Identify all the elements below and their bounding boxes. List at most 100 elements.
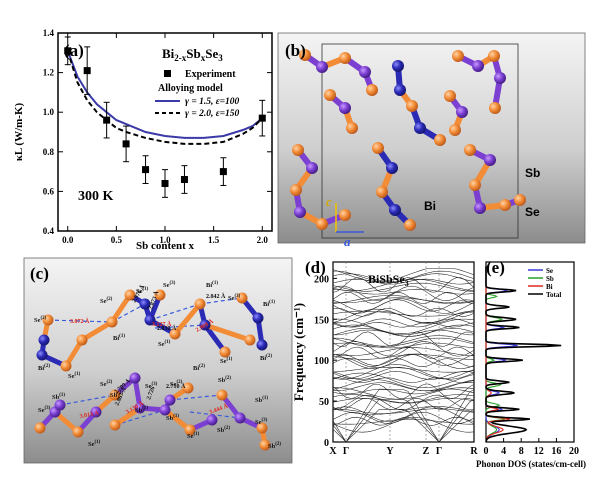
atom-label: Sb(2) (110, 391, 123, 399)
atom-symbol: Se (68, 373, 75, 380)
atom-label: Se(1) (68, 372, 81, 380)
atom-site-index: (1) (59, 393, 65, 398)
atom-site-index: (3) (235, 294, 241, 299)
panel-c-background (23, 257, 293, 464)
structure-c (34, 289, 271, 451)
atom-label-se: Se (525, 205, 540, 219)
atom-symbol: Sb (255, 397, 263, 404)
panel-b: (b) Bi Sb Se c a (277, 32, 586, 249)
formula-end: Se (205, 46, 218, 61)
y-tick-label: 150 (314, 315, 329, 326)
legend-label: Se (546, 267, 553, 275)
phonon-band (332, 406, 475, 415)
atom-label: Se(1) (187, 432, 200, 440)
atom-site-index: (2) (107, 297, 113, 302)
phonon-band (332, 318, 475, 328)
phonon-band (332, 342, 475, 349)
phonon-band (332, 291, 475, 304)
y-tick-label: 0 (324, 438, 329, 449)
panel-d-ylabel: Frequency (cm⁻¹) (291, 303, 306, 401)
panel-d-compound: BiSbSe3 (368, 272, 409, 288)
atom-label: Bi(2) (193, 364, 205, 372)
y-tick-label: 50 (319, 397, 329, 408)
experiment-point (103, 116, 111, 124)
compound-name: BiSbSe (368, 272, 405, 286)
experiment-point (258, 114, 266, 122)
phonon-band (332, 371, 475, 380)
atom-label: Bi(2) (260, 354, 272, 362)
atom-symbol: Bi (206, 282, 212, 289)
x-tick-label: 1.0 (159, 235, 171, 245)
phonon-band (332, 383, 475, 399)
panel-c-label: (c) (30, 264, 49, 283)
experiment-point (83, 67, 91, 75)
atom-label: Bi(1) (113, 334, 125, 342)
legend-model-title: Alloying model (158, 83, 223, 94)
atom-site-index: (1) (212, 281, 218, 286)
phonon-band (332, 398, 475, 404)
atom-symbol: Bi (260, 355, 266, 362)
atom-label: Se(2) (100, 297, 113, 305)
legend-model1-label: γ = 1.5, ε=100 (185, 97, 240, 107)
atom-symbol: Se (100, 298, 107, 305)
chain-mid-left (324, 89, 358, 134)
atom-symbol: Se (220, 358, 227, 365)
phonon-band (332, 277, 475, 293)
phonon-band (332, 308, 475, 325)
atom-site-index: (1) (143, 287, 149, 292)
chain-lower-right (464, 144, 526, 214)
y-tick-label: 1.4 (43, 28, 55, 38)
atom-symbol: Se (100, 381, 107, 388)
legend-label: Bi (546, 283, 553, 291)
x-tick-label: 0.0 (62, 235, 74, 245)
x-tick-label: 16 (551, 446, 561, 457)
kpoint-label: R (470, 446, 478, 457)
phonon-band (332, 364, 475, 380)
atom-site-index: (2) (224, 426, 230, 431)
atom-site-index: (2) (275, 442, 281, 447)
chain-center-bi (392, 60, 446, 146)
atom-site-index: (3) (262, 418, 268, 423)
panel-a-ylabel: κL (W/m-K) (13, 102, 25, 161)
temperature-label: 300 K (78, 189, 114, 204)
x-tick-label: 4 (501, 446, 506, 457)
atom-symbol: Se (187, 433, 194, 440)
chain-lower-left (290, 144, 351, 230)
atom-label: Se(1) (88, 440, 101, 448)
panel-a: 0.0 0.5 1.0 1.5 2.0 0.4 0.6 0.8 1.0 1.2 1.4 (a) Bi… (13, 28, 273, 252)
phonon-band (332, 278, 475, 285)
atom-symbol: Sb (268, 443, 276, 450)
atom-site-index: (2) (44, 364, 50, 369)
chain-top-right (452, 50, 506, 114)
atom-site-index: (2) (117, 391, 123, 396)
chain-upper (36, 289, 268, 372)
phonon-band (332, 295, 475, 304)
panel-d-label: (d) (305, 258, 326, 277)
experiment-point (142, 166, 150, 174)
x-tick-label: 20 (569, 446, 579, 457)
atom-site-index: (1) (165, 340, 171, 345)
atom-label: Se(2) (34, 316, 47, 324)
atom-label-bi: Bi (424, 199, 436, 213)
x-tick-label: 1.5 (208, 235, 220, 245)
atom-label: Sb(1) (135, 406, 148, 414)
legend-experiment-label: Experiment (185, 69, 236, 80)
phonon-band (332, 354, 475, 360)
atom-site-index: (1) (173, 414, 179, 419)
atom-symbol: Sb (166, 415, 174, 422)
panel-e-xlabel: Phonon DOS (states/cm-cell) (476, 459, 586, 469)
atom-label: Se(2) (100, 380, 113, 388)
phonon-band (332, 308, 475, 317)
panel-b-label: (b) (285, 41, 306, 60)
chain-mid-center (444, 90, 468, 136)
atom-site-index: (2) (41, 316, 47, 321)
phonon-band (332, 399, 475, 443)
atom-symbol: Sb (217, 427, 225, 434)
atom-site-index: (3) (45, 406, 51, 411)
formula-base: Bi (162, 46, 175, 61)
chain-top-left (299, 49, 378, 96)
atom-site-index: (1) (119, 334, 125, 339)
dos-curve-total (485, 266, 562, 443)
